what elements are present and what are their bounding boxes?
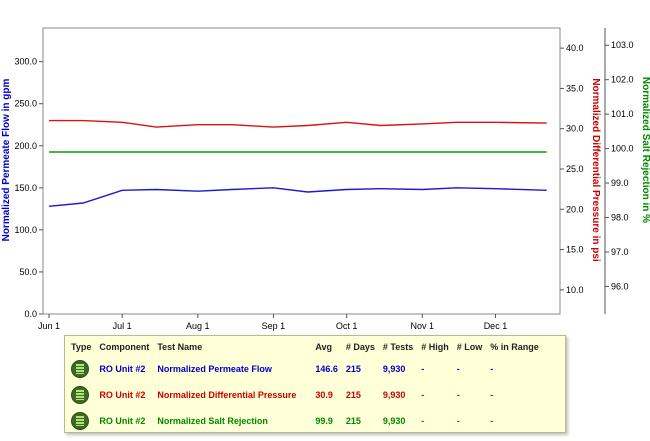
row-days: 215 bbox=[345, 416, 361, 426]
legend-row[interactable]: RO Unit #2 Normalized Permeate Flow 146.… bbox=[69, 356, 545, 382]
left-tick-label: 50.0 bbox=[19, 267, 37, 277]
header-type: Type bbox=[71, 342, 92, 352]
row-low: - bbox=[456, 364, 460, 374]
right-axis-2-label: Normalized Salt Rejection in % bbox=[640, 77, 650, 223]
right2-tick-label: 99.0 bbox=[611, 178, 629, 188]
right2-tick-label: 96.0 bbox=[611, 281, 629, 291]
axis-layer: Jun 1 Jul 1 Aug 1 Sep 1 Oct 1 Nov 1 Dec 1 0.0 50… bbox=[14, 28, 634, 331]
left-tick-label: 0.0 bbox=[24, 309, 37, 319]
row-low: - bbox=[456, 416, 460, 426]
header-avg: Avg bbox=[315, 342, 333, 352]
header-high: # High bbox=[421, 342, 449, 352]
row-component: RO Unit #2 bbox=[99, 390, 146, 400]
row-test-name: Normalized Differential Pressure bbox=[157, 390, 297, 400]
right1-tick-label: 25.0 bbox=[566, 164, 584, 174]
left-tick-label: 250.0 bbox=[14, 99, 37, 109]
x-tick-label: Jul 1 bbox=[113, 321, 132, 331]
row-tests: 9,930 bbox=[382, 416, 406, 426]
x-tick-label: Nov 1 bbox=[411, 321, 435, 331]
left-tick-label: 300.0 bbox=[14, 57, 37, 67]
legend-table-panel: Type Component Test Name Avg # Days # Te… bbox=[64, 335, 566, 433]
series-line-normalized-differential-pressure bbox=[49, 119, 547, 128]
right2-tick-label: 100.0 bbox=[611, 144, 634, 154]
x-tick-label: Dec 1 bbox=[484, 321, 508, 331]
row-in-range: - bbox=[490, 416, 494, 426]
row-test-name: Normalized Salt Rejection bbox=[157, 416, 268, 426]
series-line-normalized-permeate-flow bbox=[48, 187, 547, 207]
right2-tick-label: 98.0 bbox=[611, 213, 629, 223]
x-tick-label: Oct 1 bbox=[336, 321, 358, 331]
row-component: RO Unit #2 bbox=[99, 364, 146, 374]
row-avg: 146.6 bbox=[315, 364, 338, 374]
row-component: RO Unit #2 bbox=[99, 416, 146, 426]
row-avg: 30.9 bbox=[315, 390, 333, 400]
row-tests: 9,930 bbox=[382, 364, 406, 374]
row-avg: 99.9 bbox=[315, 416, 333, 426]
right1-tick-label: 10.0 bbox=[566, 285, 584, 295]
right1-tick-label: 20.0 bbox=[566, 204, 584, 214]
plot-area bbox=[42, 27, 561, 315]
right1-tick-label: 15.0 bbox=[566, 245, 584, 255]
header-in-range: % in Range bbox=[490, 342, 539, 352]
right1-tick-label: 35.0 bbox=[566, 83, 584, 93]
header-low: # Low bbox=[456, 342, 483, 352]
legend-header-row: Type Component Test Name Avg # Days # Te… bbox=[69, 338, 545, 356]
legend-row[interactable]: RO Unit #2 Normalized Salt Rejection 99.… bbox=[69, 408, 545, 434]
row-test-name: Normalized Permeate Flow bbox=[157, 364, 272, 374]
trend-chart: Jun 1 Jul 1 Aug 1 Sep 1 Oct 1 Nov 1 Dec 1 0.0 50… bbox=[1, 27, 650, 331]
row-days: 215 bbox=[345, 364, 361, 374]
row-tests: 9,930 bbox=[382, 390, 406, 400]
legend-row[interactable]: RO Unit #2 Normalized Differential Press… bbox=[69, 382, 545, 408]
right-axis-1-label: Normalized Differential Pressure in psi bbox=[590, 78, 601, 262]
row-in-range: - bbox=[490, 364, 494, 374]
header-test-name: Test Name bbox=[157, 342, 203, 352]
header-component: Component bbox=[99, 342, 150, 352]
header-tests: # Tests bbox=[382, 342, 414, 352]
spreadsheet-icon[interactable] bbox=[71, 412, 89, 430]
right2-tick-label: 103.0 bbox=[611, 40, 634, 50]
left-axis-label: Normalized Permeate Flow in gpm bbox=[1, 78, 12, 241]
right1-tick-label: 30.0 bbox=[566, 124, 584, 134]
x-tick-label: Sep 1 bbox=[262, 321, 286, 331]
right1-tick-label: 40.0 bbox=[566, 43, 584, 53]
series-layer bbox=[48, 119, 547, 207]
x-tick-label: Jun 1 bbox=[38, 321, 60, 331]
legend-table: Type Component Test Name Avg # Days # Te… bbox=[69, 338, 545, 434]
header-days: # Days bbox=[345, 342, 375, 352]
spreadsheet-icon[interactable] bbox=[71, 386, 89, 404]
x-tick-label: Aug 1 bbox=[186, 321, 210, 331]
row-days: 215 bbox=[345, 390, 361, 400]
right2-tick-label: 97.0 bbox=[611, 247, 629, 257]
row-high: - bbox=[421, 416, 425, 426]
row-high: - bbox=[421, 364, 425, 374]
right2-tick-label: 101.0 bbox=[611, 109, 634, 119]
left-tick-label: 200.0 bbox=[14, 141, 37, 151]
spreadsheet-icon[interactable] bbox=[71, 360, 89, 378]
row-high: - bbox=[421, 390, 425, 400]
left-tick-label: 150.0 bbox=[14, 183, 37, 193]
row-low: - bbox=[456, 390, 460, 400]
left-tick-label: 100.0 bbox=[14, 225, 37, 235]
right2-tick-label: 102.0 bbox=[611, 75, 634, 85]
row-in-range: - bbox=[490, 390, 494, 400]
